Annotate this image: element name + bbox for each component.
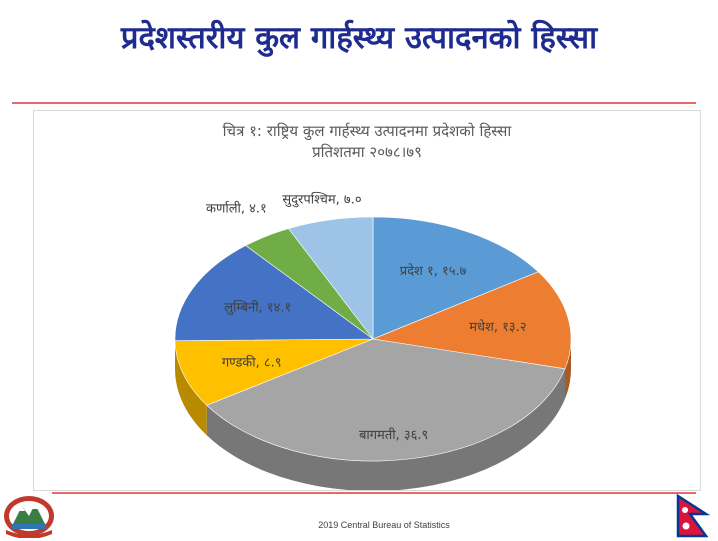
footer-text: 2019 Central Bureau of Statistics <box>318 520 450 530</box>
pie-label-2: बागमती, ३६.९ <box>359 427 428 443</box>
pie-label-3: गण्डकी, ८.९ <box>222 355 282 371</box>
pie-side-3 <box>175 340 207 436</box>
pie-slice-4 <box>174 245 374 342</box>
pie-label-1: मधेश, १३.२ <box>469 319 526 335</box>
pie-top-faces <box>174 216 572 462</box>
pie-slice-3 <box>174 338 374 406</box>
chart-subtitle: प्रतिशतमा २०७८।७९ <box>312 143 422 161</box>
pie-label-0: प्रदेश १, १५.७ <box>400 263 467 279</box>
title-divider <box>12 102 696 104</box>
pie-side-walls <box>175 339 571 490</box>
chart-title: चित्र १: राष्ट्रिय कुल गार्हस्थ्य उत्पाद… <box>222 122 512 140</box>
pie-chart: प्रदेश १, १५.७ मधेश, १३.२ बागमती, ३६.९ गण्ड… <box>174 192 572 490</box>
pie-slice-2 <box>206 338 566 462</box>
pie-label-4: लुम्बिनी, १४.१ <box>224 300 291 316</box>
chart-frame: चित्र १: राष्ट्रिय कुल गार्हस्थ्य उत्पाद… <box>33 110 701 491</box>
pie-side-2 <box>206 368 565 490</box>
pie-slice-1 <box>371 271 572 370</box>
pie-label-6: सुदुरपश्चिम, ७.० <box>282 192 361 208</box>
top-border <box>0 0 718 3</box>
slide-title: प्रदेशस्तरीय कुल गार्हस्थ्य उत्पादनको हि… <box>120 20 598 56</box>
chart-title-block: चित्र १: राष्ट्रिय कुल गार्हस्थ्य उत्पाद… <box>34 121 700 163</box>
pie-label-5: कर्णाली, ४.१ <box>206 200 267 216</box>
nepal-emblem-icon <box>4 496 54 538</box>
footer-divider <box>52 492 696 494</box>
pie-slice-0 <box>372 216 539 340</box>
pie-side-1 <box>564 339 571 399</box>
pie-data-labels: प्रदेश १, १५.७ मधेश, १३.२ बागमती, ३६.९ गण्ड… <box>206 192 527 444</box>
pie-slice-6 <box>288 216 374 340</box>
nepal-flag-icon <box>676 494 710 538</box>
